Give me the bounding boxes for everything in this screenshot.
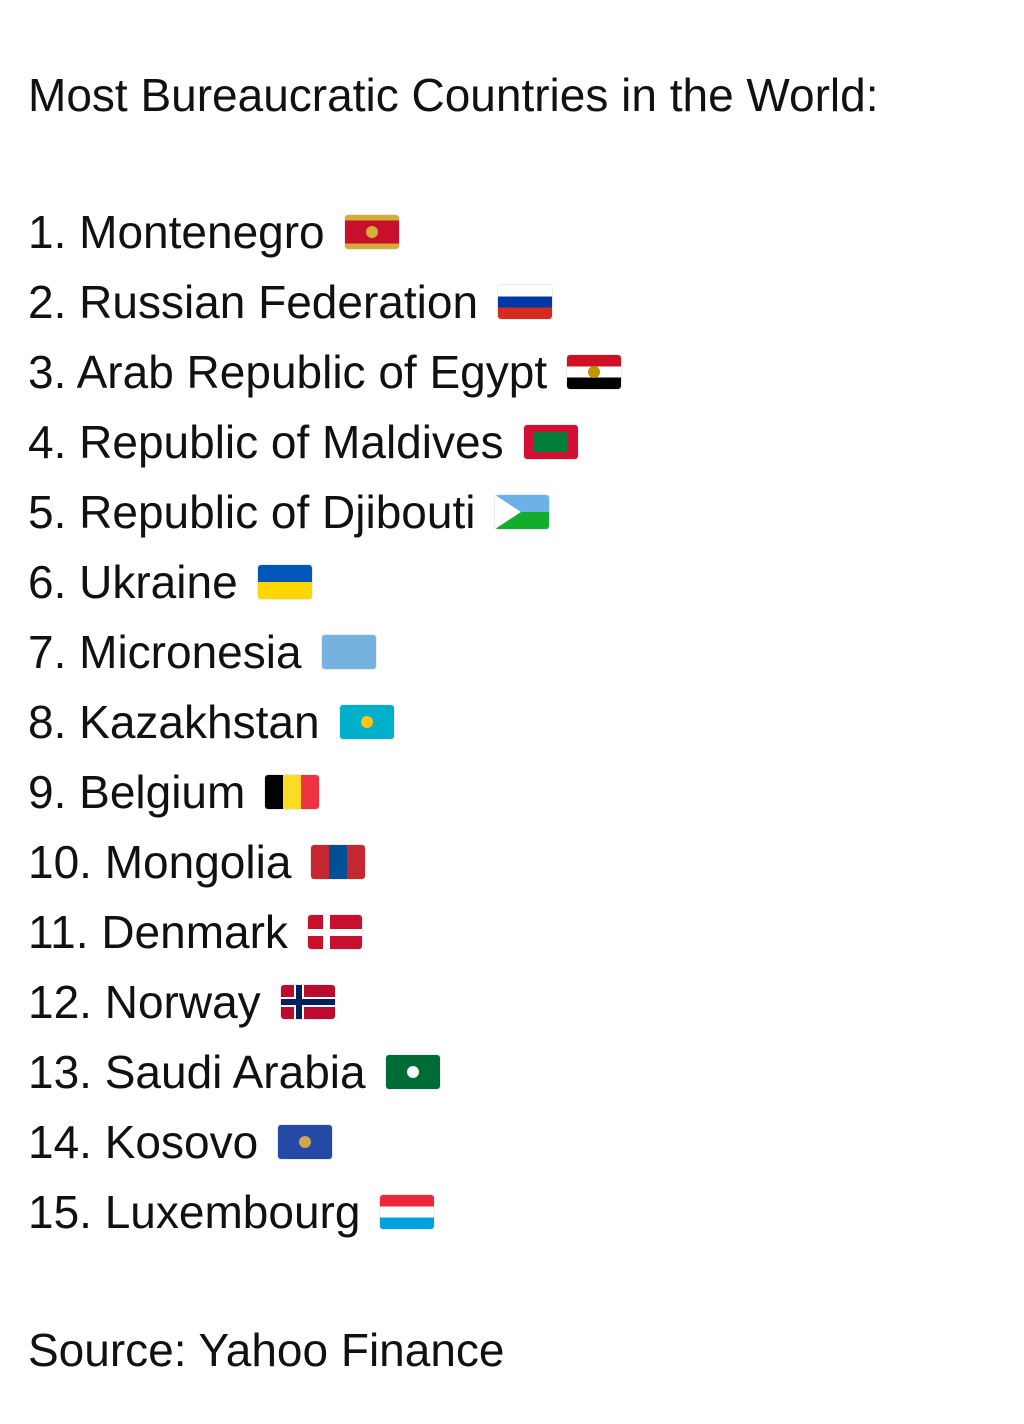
norway-flag-icon — [280, 985, 335, 1019]
list-item: 1. Montenegro — [28, 202, 399, 262]
list-item: 2. Russian Federation — [28, 272, 553, 332]
country-name: 13. Saudi Arabia — [28, 1046, 366, 1098]
country-name: 9. Belgium — [28, 766, 246, 818]
mongolia-flag-icon — [311, 845, 366, 879]
list-item: 14. Kosovo — [28, 1112, 333, 1172]
kosovo-flag-icon — [278, 1125, 333, 1159]
list-item: 6. Ukraine — [28, 552, 312, 612]
russia-flag-icon — [498, 285, 553, 319]
luxembourg-flag-icon — [380, 1195, 435, 1229]
belgium-flag-icon — [265, 775, 320, 809]
country-name: 7. Micronesia — [28, 626, 302, 678]
country-name: 8. Kazakhstan — [28, 696, 320, 748]
egypt-flag-icon — [567, 355, 622, 389]
page-title: Most Bureaucratic Countries in the World… — [28, 69, 879, 121]
list-item: 11. Denmark — [28, 902, 362, 962]
country-name: 15. Luxembourg — [28, 1186, 361, 1238]
country-name: 3. Arab Republic of Egypt — [28, 346, 548, 398]
montenegro-flag-icon — [344, 215, 399, 249]
list-item: 4. Republic of Maldives — [28, 412, 578, 472]
country-name: 12. Norway — [28, 976, 261, 1028]
country-name: 14. Kosovo — [28, 1116, 259, 1168]
kazakhstan-flag-icon — [339, 705, 394, 739]
list-item: 10. Mongolia — [28, 832, 366, 892]
country-name: 11. Denmark — [28, 906, 288, 958]
list-item: 15. Luxembourg — [28, 1182, 435, 1242]
country-name: 1. Montenegro — [28, 206, 325, 258]
country-name: 5. Republic of Djibouti — [28, 486, 476, 538]
list-item: 7. Micronesia — [28, 622, 376, 682]
micronesia-flag-icon — [321, 635, 376, 669]
maldives-flag-icon — [523, 425, 578, 459]
list-item: 5. Republic of Djibouti — [28, 482, 550, 542]
list-item: 8. Kazakhstan — [28, 692, 394, 752]
list-item: 3. Arab Republic of Egypt — [28, 342, 622, 402]
country-name: 10. Mongolia — [28, 836, 292, 888]
country-name: 2. Russian Federation — [28, 276, 479, 328]
denmark-flag-icon — [307, 915, 362, 949]
country-name: 6. Ukraine — [28, 556, 238, 608]
country-name: 4. Republic of Maldives — [28, 416, 504, 468]
list-item: 12. Norway — [28, 972, 335, 1032]
djibouti-flag-icon — [495, 495, 550, 529]
list-item: 13. Saudi Arabia — [28, 1042, 440, 1102]
ukraine-flag-icon — [257, 565, 312, 599]
saudi-arabia-flag-icon — [385, 1055, 440, 1089]
list-item: 9. Belgium — [28, 762, 320, 822]
source-text: Source: Yahoo Finance — [28, 1324, 505, 1376]
